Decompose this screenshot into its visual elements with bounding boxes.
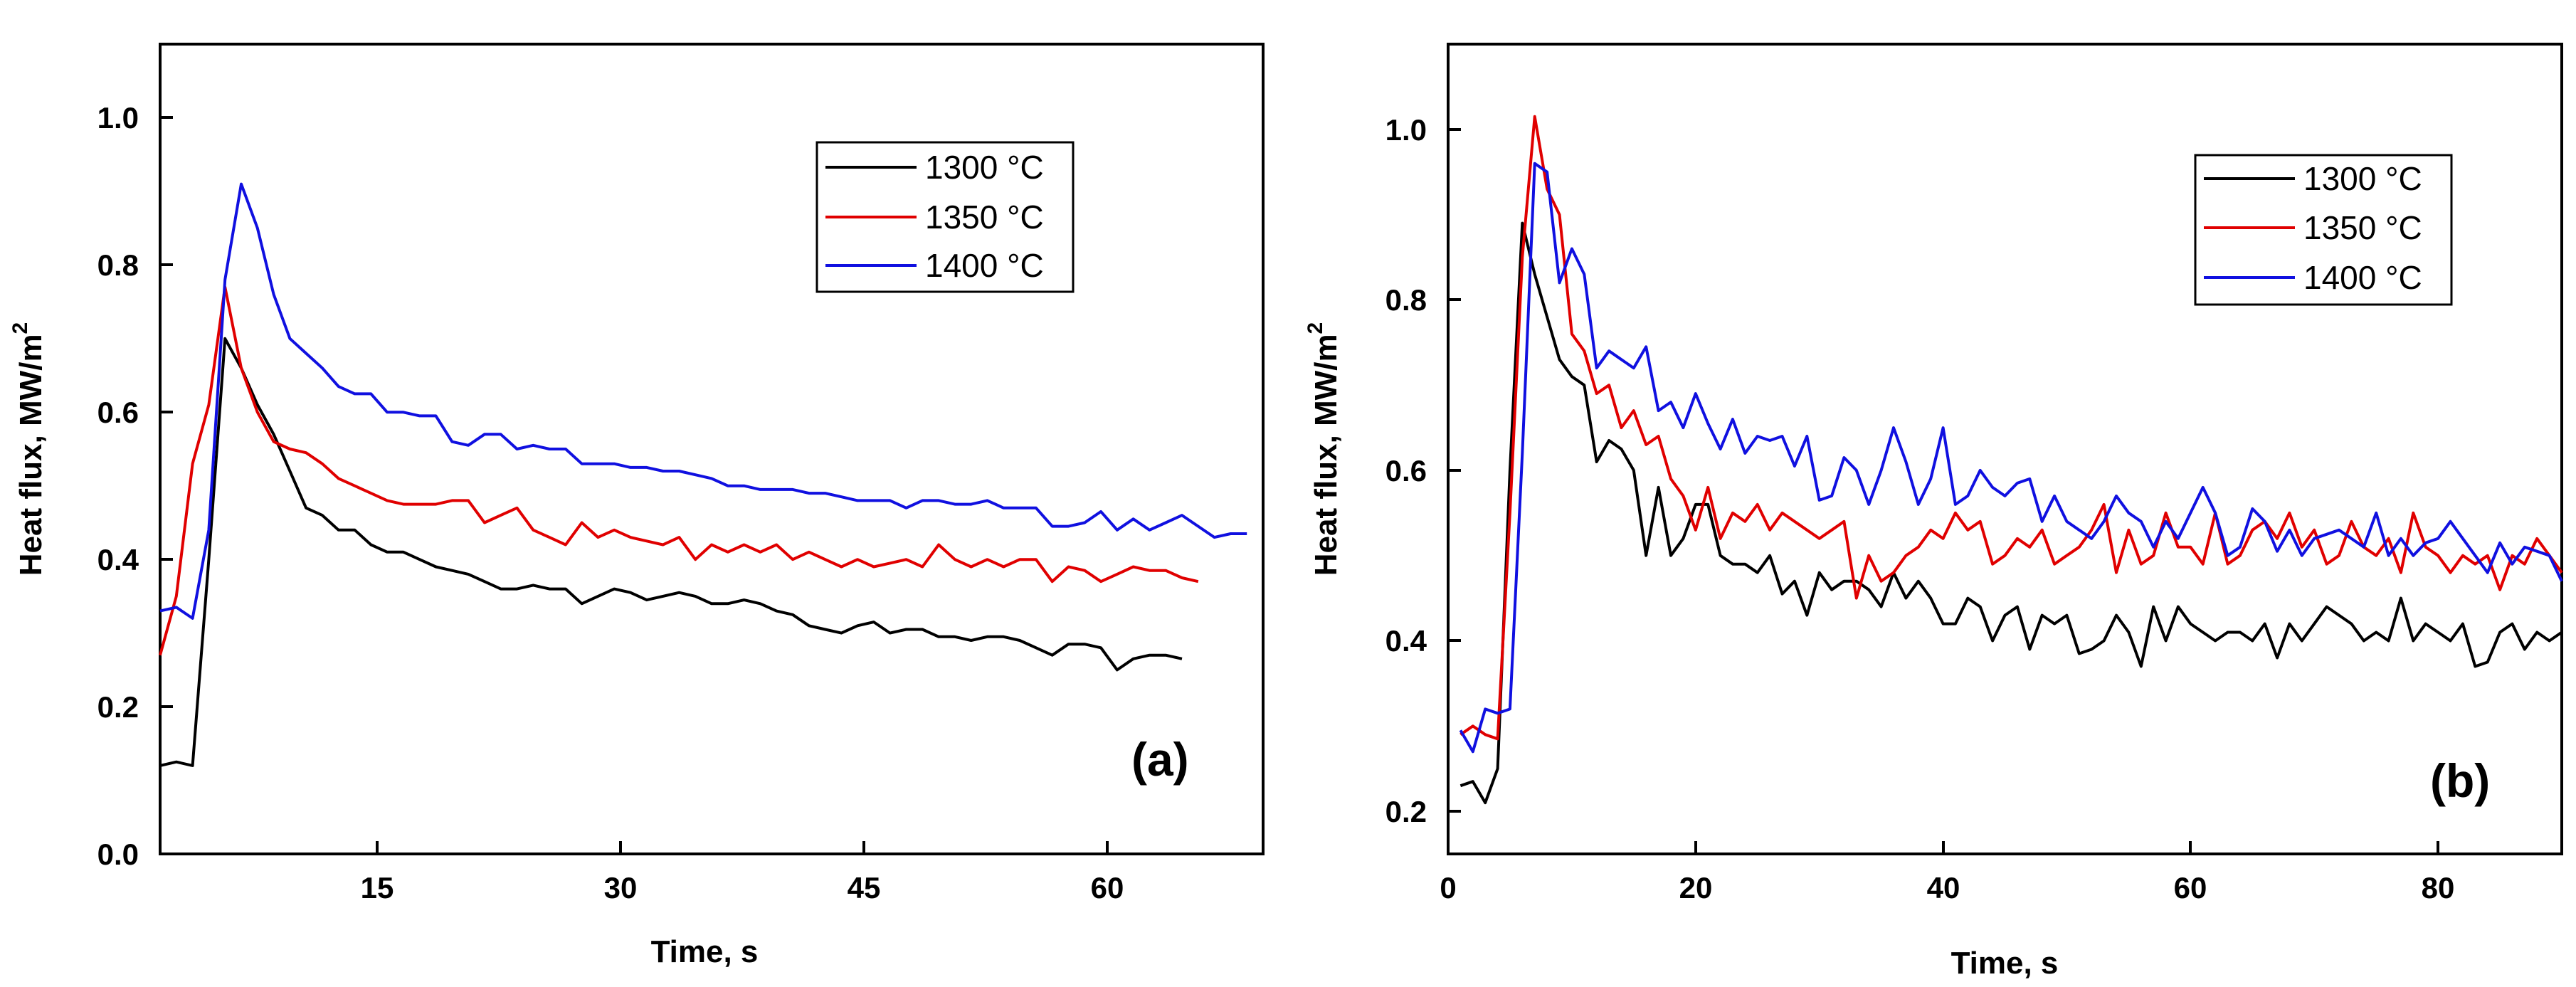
xticks-a: 15 30 45 60 <box>361 841 1124 904</box>
ytick-label: 0.2 <box>97 690 139 724</box>
xtick-label: 60 <box>1091 871 1124 904</box>
legend-b: 1300 °C 1350 °C 1400 °C <box>2194 154 2453 306</box>
xtick-label: 45 <box>848 871 881 904</box>
xtick-a-1: 30 <box>604 841 638 904</box>
yticks-b: 0.2 0.4 0.6 0.8 1.0 <box>1385 113 1461 828</box>
ytick-b-0: 0.2 <box>1385 795 1461 828</box>
legend-label: 1300 °C <box>2303 160 2422 197</box>
legend-label: 1400 °C <box>925 247 1044 284</box>
y-axis-title-b: Heat flux, MW/m2 <box>1304 322 1344 576</box>
xtick-a-2: 45 <box>848 841 881 904</box>
series-line-1300-b <box>1459 221 2563 805</box>
ytick-b-3: 0.8 <box>1385 283 1461 317</box>
legend-a-item-0: 1300 °C <box>825 149 1044 186</box>
xtick-b-3: 60 <box>2174 841 2207 904</box>
xtick-b-2: 40 <box>1927 841 1960 904</box>
legend-b-item-1: 1350 °C <box>2204 209 2422 246</box>
series-group-b <box>1459 115 2563 805</box>
legend-label: 1350 °C <box>925 199 1044 236</box>
panel-label-b: (b) <box>2430 754 2490 807</box>
xtick-b-1: 20 <box>1679 841 1713 904</box>
ytick-label: 0.2 <box>1385 795 1427 828</box>
panel-a: 15 30 45 60 0.0 0.2 <box>9 43 1265 969</box>
ytick-a-2: 0.4 <box>97 543 173 576</box>
xtick-a-0: 15 <box>361 841 394 904</box>
ytick-label: 0.4 <box>97 543 139 576</box>
legend-a-item-1: 1350 °C <box>825 199 1044 236</box>
ytick-label: 0.0 <box>97 838 139 871</box>
ytick-b-4: 1.0 <box>1385 113 1461 147</box>
plot-frame-b <box>1447 43 2563 855</box>
panel-label-a: (a) <box>1131 733 1189 786</box>
ytick-b-1: 0.4 <box>1385 624 1461 658</box>
legend-a-item-2: 1400 °C <box>825 247 1044 284</box>
y-axis-title-a-sup: 2 <box>9 322 32 334</box>
ytick-label: 1.0 <box>1385 113 1427 147</box>
series-line-1300-a <box>159 337 1183 767</box>
yticks-a: 0.0 0.2 0.4 0.6 0.8 1.0 <box>97 101 173 871</box>
ytick-b-2: 0.6 <box>1385 454 1461 487</box>
xtick-label: 60 <box>2174 871 2207 904</box>
y-axis-title-b-sup: 2 <box>1304 322 1327 334</box>
series-group-a <box>159 182 1247 767</box>
xtick-label: 80 <box>2422 871 2455 904</box>
legend-a: 1300 °C 1350 °C 1400 °C <box>815 141 1075 293</box>
ytick-a-5: 1.0 <box>97 101 173 134</box>
ytick-a-3: 0.6 <box>97 396 173 429</box>
x-axis-title-b: Time, s <box>1951 946 2059 981</box>
ytick-label: 0.4 <box>1385 624 1427 658</box>
series-line-1350-b <box>1459 115 2563 741</box>
panel-b: 0 20 40 60 80 0.2 <box>1304 43 2563 981</box>
y-axis-title-b-text: Heat flux, MW/m <box>1309 334 1344 576</box>
xtick-label: 40 <box>1927 871 1960 904</box>
legend-b-item-2: 1400 °C <box>2204 259 2422 296</box>
ytick-label: 0.6 <box>1385 454 1427 487</box>
plot-frame-a <box>159 43 1265 855</box>
xtick-label: 20 <box>1679 871 1713 904</box>
ytick-label: 0.8 <box>97 248 139 282</box>
legend-b-item-0: 1300 °C <box>2204 160 2422 197</box>
legend-label: 1400 °C <box>2303 259 2422 296</box>
legend-label: 1350 °C <box>2303 209 2422 246</box>
ytick-label: 0.6 <box>97 396 139 429</box>
xtick-b-4: 80 <box>2422 841 2455 904</box>
series-line-1350-a <box>159 285 1199 656</box>
ytick-label: 1.0 <box>97 101 139 134</box>
xtick-b-0: 0 <box>1440 841 1457 904</box>
xtick-a-3: 60 <box>1091 841 1124 904</box>
ytick-a-0: 0.0 <box>97 838 173 871</box>
series-line-1400-a <box>159 182 1247 620</box>
y-axis-title-a: Heat flux, MW/m2 <box>9 322 48 576</box>
xticks-b: 0 20 40 60 80 <box>1440 841 2454 904</box>
xtick-label: 0 <box>1440 871 1456 904</box>
x-axis-title-a: Time, s <box>651 934 759 969</box>
legend-label: 1300 °C <box>925 149 1044 186</box>
series-line-1400-b <box>1459 162 2563 754</box>
ytick-a-1: 0.2 <box>97 690 173 724</box>
ytick-a-4: 0.8 <box>97 248 173 282</box>
xtick-label: 30 <box>604 871 638 904</box>
xtick-label: 15 <box>361 871 394 904</box>
y-axis-title-a-text: Heat flux, MW/m <box>14 334 48 576</box>
ytick-label: 0.8 <box>1385 283 1427 317</box>
